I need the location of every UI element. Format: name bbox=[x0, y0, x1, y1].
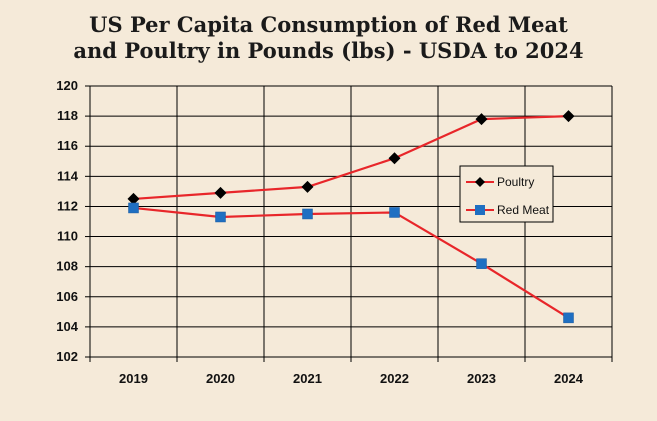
y-tick-label: 120 bbox=[56, 78, 78, 93]
y-tick-label: 112 bbox=[57, 198, 78, 213]
x-tick-label: 2023 bbox=[467, 371, 496, 386]
legend-label: Poultry bbox=[497, 175, 534, 189]
series-line-red-meat bbox=[133, 206, 570, 319]
y-tick-label: 102 bbox=[56, 349, 78, 364]
y-tick-label: 108 bbox=[56, 259, 78, 274]
data-point-poultry bbox=[127, 192, 140, 205]
series-line-poultry bbox=[133, 115, 569, 201]
data-point-poultry bbox=[301, 180, 314, 193]
legend-label: Red Meat bbox=[497, 203, 550, 217]
data-point-poultry bbox=[562, 110, 575, 123]
data-point-red-meat bbox=[302, 208, 313, 220]
chart-title: US Per Capita Consumption of Red Meat an… bbox=[0, 12, 657, 64]
legend-marker-diamond bbox=[475, 177, 485, 187]
data-point-red-meat bbox=[389, 207, 400, 218]
data-point-poultry bbox=[388, 152, 401, 165]
chart-title-line-1: US Per Capita Consumption of Red Meat bbox=[89, 12, 568, 37]
x-tick-label: 2022 bbox=[380, 371, 409, 386]
x-tick-label: 2024 bbox=[554, 371, 584, 386]
y-tick-label: 116 bbox=[57, 138, 78, 153]
y-tick-label: 104 bbox=[56, 319, 78, 334]
y-tick-label: 106 bbox=[56, 289, 78, 304]
legend-marker-square bbox=[475, 205, 485, 215]
data-point-poultry bbox=[475, 113, 488, 126]
x-tick-label: 2021 bbox=[293, 371, 322, 386]
y-tick-label: 118 bbox=[57, 108, 78, 123]
data-point-red-meat bbox=[215, 211, 226, 223]
data-point-red-meat bbox=[563, 312, 574, 324]
y-tick-label: 110 bbox=[57, 229, 78, 244]
data-point-poultry bbox=[214, 186, 227, 199]
y-tick-label: 114 bbox=[57, 168, 79, 183]
data-point-red-meat bbox=[128, 202, 139, 214]
chart-title-line-2: and Poultry in Pounds (lbs) - USDA to 20… bbox=[73, 38, 584, 63]
x-tick-label: 2020 bbox=[206, 371, 235, 386]
x-tick-label: 2019 bbox=[119, 371, 148, 386]
data-point-red-meat bbox=[476, 258, 487, 269]
